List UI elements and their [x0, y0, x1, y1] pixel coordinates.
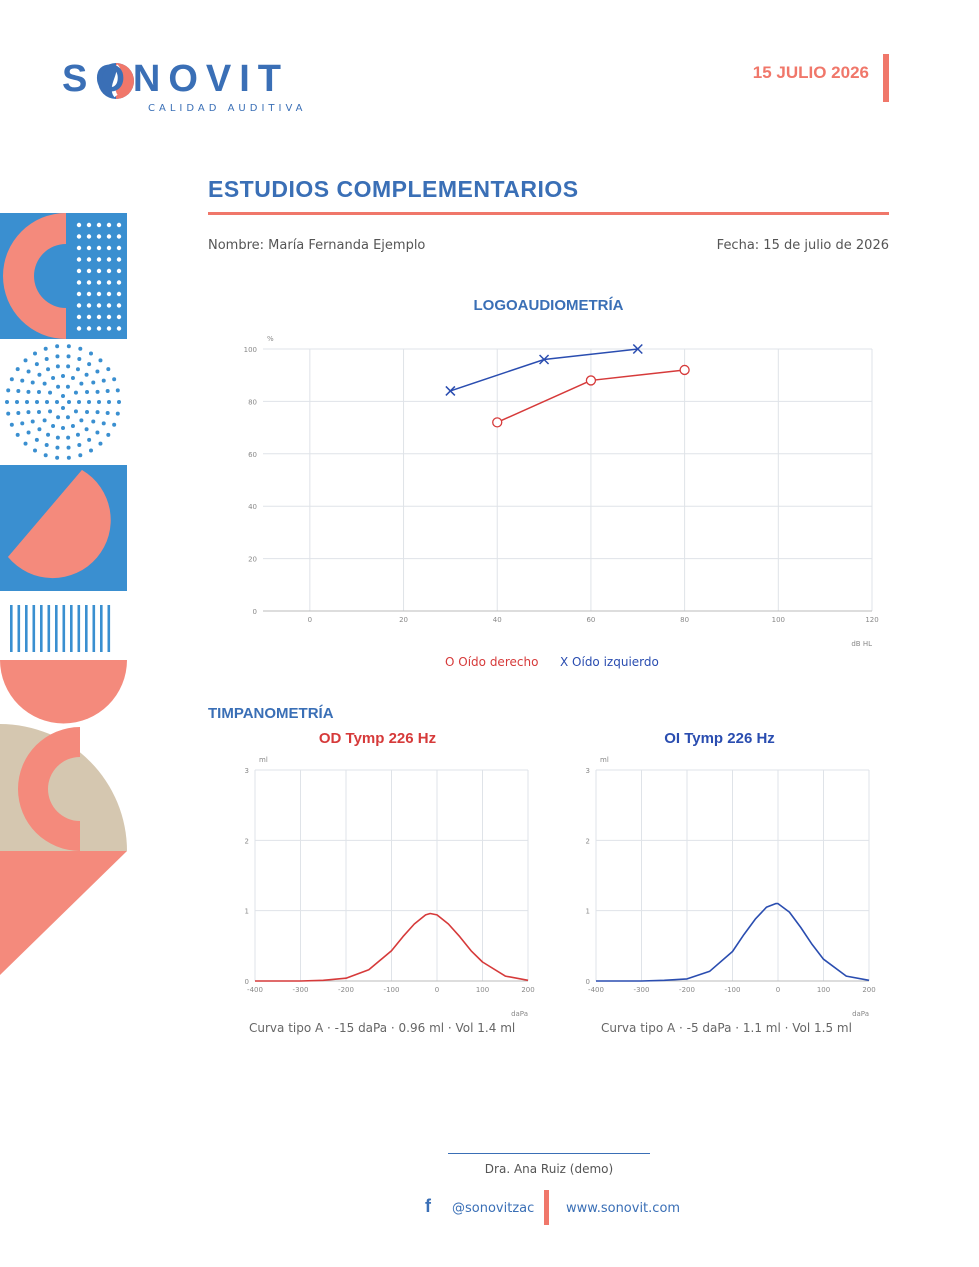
left-ear-point: [632, 343, 643, 355]
doctor-name: Dra. Ana Ruiz (demo): [484, 1162, 614, 1176]
x-axis-label: daPa: [511, 1010, 528, 1018]
left-ear-point: [539, 354, 550, 365]
legend-right-ear: O Oído derecho: [445, 655, 539, 669]
x-tick-label: 120: [865, 616, 878, 624]
y-tick-label: 3: [245, 767, 249, 775]
y-tick-label: 100: [244, 346, 257, 354]
x-tick-label: -100: [725, 986, 741, 994]
x-tick-label: -100: [384, 986, 400, 994]
brand-name-text: SONOVIT: [62, 58, 290, 100]
x-tick-label: -400: [588, 986, 604, 994]
y-tick-label: 40: [248, 503, 257, 511]
y-axis-label: %: [267, 335, 274, 343]
brand-logo-mark: [98, 63, 134, 99]
x-tick-label: 100: [476, 986, 489, 994]
y-tick-label: 60: [248, 451, 257, 459]
y-tick-label: 2: [245, 837, 249, 845]
tymp-oi-chart: -400 -300 -200 -100 0 100 200 0 1 2 3 ml daPa: [586, 756, 876, 1018]
right-ear-point: [585, 375, 597, 386]
x-tick-label: 200: [521, 986, 534, 994]
y-tick-label: 0: [586, 978, 590, 986]
tymp-od-chart: -400 -300 -200 -100 0 100 200 0 1 2 3 ml daPa: [245, 756, 535, 1018]
x-tick-label: 0: [435, 986, 439, 994]
x-tick-label: -200: [679, 986, 695, 994]
social-handle[interactable]: @sonovitzac: [452, 1201, 535, 1216]
y-tick-label: 0: [253, 608, 257, 616]
y-tick-label: 2: [586, 837, 590, 845]
oi-chart-title: OI Tymp 226 Hz: [664, 730, 775, 747]
x-tick-label: 200: [862, 986, 875, 994]
y-tick-label: 1: [586, 908, 590, 916]
x-tick-label: -300: [293, 986, 309, 994]
x-tick-label: 100: [817, 986, 830, 994]
logoaudiometry-chart: 0 20 40 60 80 100 120 0 20 40 60 80 100% dB HL: [244, 335, 879, 648]
facebook-icon[interactable]: f: [425, 1196, 431, 1216]
x-axis-label: daPa: [852, 1010, 869, 1018]
x-tick-label: 0: [308, 616, 312, 624]
x-tick-label: -200: [338, 986, 354, 994]
od-summary: Curva tipo A · -15 daPa · 0.96 ml · Vol …: [249, 1021, 516, 1035]
tymp-section-title: TIMPANOMETRÍA: [208, 705, 334, 722]
y-axis-label: ml: [600, 756, 609, 764]
x-tick-label: -400: [247, 986, 263, 994]
x-tick-label: 40: [493, 616, 502, 624]
study-date: Fecha: 15 de julio de 2026: [716, 238, 889, 253]
header-accent-bar: [883, 54, 889, 102]
y-axis-label: ml: [259, 756, 268, 764]
header-date: 15 JULIO 2026: [752, 63, 869, 82]
y-tick-label: 1: [245, 908, 249, 916]
website-link[interactable]: www.sonovit.com: [566, 1201, 681, 1216]
x-tick-label: 80: [680, 616, 689, 624]
left-ear-point: [445, 385, 456, 396]
od-chart-title: OD Tymp 226 Hz: [318, 730, 437, 747]
x-tick-label: 20: [399, 616, 408, 624]
y-tick-label: 20: [248, 556, 257, 564]
right-ear-point: [492, 417, 503, 428]
title-divider: [208, 212, 889, 215]
y-tick-label: 80: [248, 398, 257, 406]
decorative-side-pattern: [0, 213, 127, 975]
signature-line: [448, 1153, 650, 1154]
oi-summary: Curva tipo A · -5 daPa · 1.1 ml · Vol 1.…: [601, 1021, 852, 1035]
logo-chart-title: LOGOAUDIOMETRÍA: [473, 297, 624, 314]
page-title: ESTUDIOS COMPLEMENTARIOS: [208, 176, 579, 202]
x-tick-label: 100: [772, 616, 785, 624]
series-line-1: [450, 348, 638, 392]
y-tick-label: 3: [586, 767, 590, 775]
x-tick-label: 0: [776, 986, 780, 994]
patient-name: Nombre: María Fernanda Ejemplo: [208, 238, 426, 253]
right-ear-point: [679, 364, 690, 376]
legend-left-ear: X Oído izquierdo: [560, 655, 659, 669]
brand-tagline: CALIDAD AUDITIVA: [148, 103, 307, 114]
x-tick-label: 60: [586, 616, 595, 624]
tymp-curve: [255, 912, 529, 982]
x-axis-label: dB HL: [851, 640, 872, 648]
brand-name: SONOVIT: [62, 58, 289, 101]
y-tick-label: 0: [245, 978, 249, 986]
tymp-curve: [596, 902, 870, 982]
footer-accent-bar: [544, 1190, 549, 1225]
x-tick-label: -300: [634, 986, 650, 994]
